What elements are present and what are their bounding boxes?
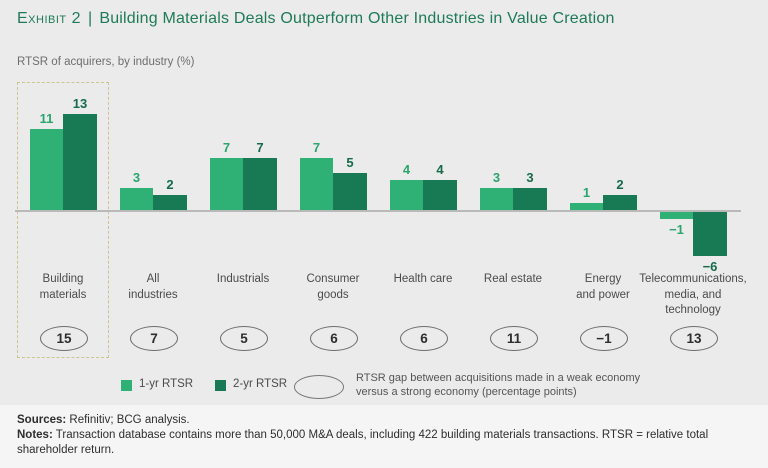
bar-1yr-industrials [210,158,243,210]
bar-value-2yr-all: 2 [166,177,174,193]
bar-value-2yr-consumer: 5 [346,155,354,170]
bar-2yr-industrials [243,158,277,210]
sources-text: Refinitiv; BCG analysis. [66,414,190,426]
bar-value-2yr-health-care: 4 [436,162,444,178]
category-label-telecommunications: Telecommunications, media, and technolog… [639,273,747,317]
category-label-consumer: Consumer goods [306,273,360,301]
gap-badge-real-estate: 11 [490,326,538,351]
highlight-box-building-materials [17,82,109,358]
bar-2yr-all [153,195,187,210]
bar-value-1yr-telecommunications: −1 [669,222,684,238]
category-label-all: All industries [128,273,178,301]
category-label-industrials: Industrials [216,273,270,285]
bar-1yr-building [30,128,63,210]
bar-2yr-building [63,113,97,210]
gap-badge-health-care: 6 [400,326,448,351]
bar-1yr-telecommunications [660,212,693,220]
sources-line: Sources: Refinitiv; BCG analysis. [17,413,744,428]
category-label-building: Building materials [39,273,87,301]
bar-value-2yr-energy: 2 [616,177,624,193]
bar-value-2yr-telecommunications: −6 [702,259,718,275]
x-axis-line [15,210,741,212]
legend-swatch-2yr-icon [215,380,226,391]
bar-value-2yr-industrials: 7 [256,140,264,156]
bar-1yr-all [120,187,153,210]
legend-label-2yr: 2-yr RTSR [233,378,288,390]
bar-value-1yr-consumer: 7 [312,140,321,156]
bar-value-1yr-real-estate: 3 [492,169,501,185]
gap-badge-telecommunications: 13 [670,326,718,351]
exhibit-number: Exhibit 2 [17,10,81,27]
category-label-real-estate: Real estate [483,273,543,285]
title-headline: Building Materials Deals Outperform Othe… [99,10,615,27]
gap-ellipse-icon [294,375,344,399]
gap-badge-building: 15 [40,326,88,351]
chart-subtitle: RTSR of acquirers, by industry (%) [17,56,195,68]
exhibit-title: Exhibit 2 | Building Materials Deals Outpe… [17,10,615,28]
bar-2yr-real-estate [513,187,547,210]
footnotes: Sources: Refinitiv; BCG analysis. Notes:… [0,405,768,468]
bar-2yr-health-care [423,180,457,210]
bar-2yr-energy [603,195,637,210]
legend-label-1yr: 1-yr RTSR [139,378,194,390]
category-label-energy: Energy and power [576,273,630,301]
bar-value-1yr-industrials: 7 [222,140,231,156]
bar-value-1yr-building: 11 [39,110,54,126]
bar-1yr-real-estate [480,187,513,210]
category-label-health-care: Health care [393,273,453,285]
bar-1yr-consumer [300,158,333,210]
sources-label: Sources: [17,414,67,426]
gap-badge-industrials: 5 [220,326,268,351]
notes-label: Notes: [17,429,53,441]
gap-badge-consumer: 6 [310,326,358,351]
notes-line: Notes: Transaction database contains mor… [17,428,744,458]
legend-gap-note: RTSR gap between acquisitions made in a … [356,372,641,398]
bar-1yr-health-care [390,180,423,210]
bar-value-2yr-real-estate: 3 [526,169,534,185]
bar-value-1yr-all: 3 [132,169,141,185]
title-separator: | [87,10,93,27]
gap-badge-energy: −1 [580,326,628,351]
bar-2yr-consumer [333,173,367,210]
legend-swatch-1yr-icon [121,380,132,391]
notes-text: Transaction database contains more than … [17,429,709,456]
bar-value-2yr-building: 13 [72,95,88,111]
bar-value-1yr-energy: 1 [582,184,591,200]
bar-1yr-energy [570,202,603,210]
gap-badge-all: 7 [130,326,178,351]
bar-value-1yr-health-care: 4 [402,162,411,178]
bar-2yr-telecommunications [693,212,727,257]
